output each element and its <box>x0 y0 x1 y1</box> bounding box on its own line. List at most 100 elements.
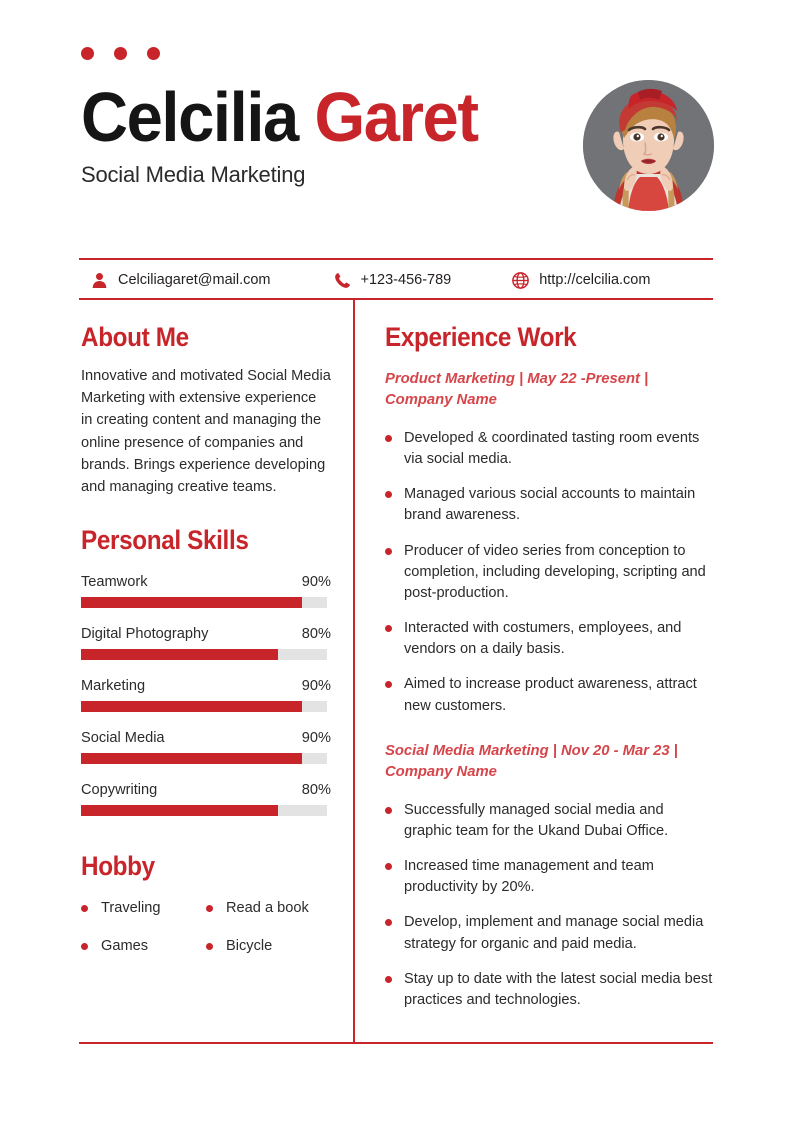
experience-meta: Social Media Marketing | Nov 20 - Mar 23… <box>385 742 678 780</box>
last-name: Garet <box>314 78 479 156</box>
skill-value: 90% <box>301 730 331 747</box>
contact-website-text: http://celcilia.com <box>539 272 651 288</box>
skill-value: 90% <box>301 678 331 695</box>
column-divider <box>353 300 355 1042</box>
list-item: Bicycle <box>206 938 331 954</box>
skill-track <box>81 649 327 661</box>
skill-fill <box>81 805 278 817</box>
list-item: Games <box>81 938 206 954</box>
bullet-icon <box>385 625 392 633</box>
skill-value: 90% <box>301 574 331 591</box>
skill-row: Copywriting 80% <box>81 782 331 817</box>
decorative-dots <box>81 47 160 60</box>
list-item: Developed & coordinated tasting room eve… <box>385 428 713 470</box>
skill-track <box>81 701 327 713</box>
experience-points: Developed & coordinated tasting room eve… <box>385 428 713 717</box>
hobby-label: Read a book <box>226 900 309 917</box>
bullet-icon <box>81 942 88 950</box>
hobby-label: Games <box>101 938 149 955</box>
skill-fill <box>81 701 303 713</box>
point-text: Developed & coordinated tasting room eve… <box>404 430 700 468</box>
point-text: Stay up to date with the latest social m… <box>404 970 713 1008</box>
contact-phone-text: +123-456-789 <box>360 272 452 288</box>
bullet-icon <box>385 919 392 927</box>
left-column: About Me Innovative and motivated Social… <box>81 322 331 954</box>
skill-label: Copywriting <box>81 782 158 799</box>
bullet-icon <box>206 904 213 912</box>
dot-icon <box>114 47 127 60</box>
contact-bar: Celciliagaret@mail.com +123-456-789 <box>79 262 713 298</box>
phone-icon <box>333 271 352 290</box>
avatar <box>583 80 714 211</box>
bullet-icon <box>385 975 392 983</box>
experience-entry: Social Media Marketing | Nov 20 - Mar 23… <box>385 741 713 1011</box>
skill-track <box>81 753 327 765</box>
bullet-icon <box>81 904 88 912</box>
point-text: Interacted with costumers, employees, an… <box>404 620 682 658</box>
point-text: Develop, implement and manage social med… <box>404 914 704 952</box>
skill-row: Social Media 90% <box>81 730 331 765</box>
hobby-label: Bicycle <box>226 938 273 955</box>
bullet-icon <box>385 806 392 814</box>
skill-fill <box>81 597 303 609</box>
skill-track <box>81 805 327 817</box>
dot-icon <box>81 47 94 60</box>
point-text: Producer of video series from conception… <box>404 542 706 601</box>
skill-track <box>81 597 327 609</box>
experience-meta: Product Marketing | May 22 -Present | Co… <box>385 371 649 408</box>
list-item: Successfully managed social media and gr… <box>385 800 713 842</box>
point-text: Aimed to increase product awareness, att… <box>404 676 697 714</box>
skill-row: Digital Photography 80% <box>81 626 331 661</box>
skill-fill <box>81 649 278 661</box>
contact-website[interactable]: http://celcilia.com <box>511 271 650 290</box>
list-item: Read a book <box>206 900 331 916</box>
list-item: Producer of video series from conception… <box>385 541 713 604</box>
bullet-icon <box>206 942 213 950</box>
list-item: Develop, implement and manage social med… <box>385 912 713 954</box>
contact-rule-top <box>79 258 713 260</box>
skills-section: Personal Skills Teamwork 90% Digital Pho… <box>81 525 331 817</box>
experience-entry: Product Marketing | May 22 -Present | Co… <box>385 369 713 717</box>
list-item: Aimed to increase product awareness, att… <box>385 674 713 716</box>
header: Celcilia Garet Social Media Marketing <box>81 82 713 222</box>
skill-value: 80% <box>301 782 331 799</box>
skill-label: Marketing <box>81 678 146 695</box>
bullet-icon <box>385 681 392 689</box>
job-role: Social Media Marketing <box>81 162 306 187</box>
page-title: Celcilia Garet <box>81 82 669 152</box>
point-text: Successfully managed social media and gr… <box>404 801 669 839</box>
bullet-icon <box>385 435 392 442</box>
list-item: Stay up to date with the latest social m… <box>385 969 713 1011</box>
list-item: Increased time management and team produ… <box>385 856 713 898</box>
about-title: About Me <box>81 322 189 352</box>
skills-title: Personal Skills <box>81 525 249 556</box>
skill-label: Digital Photography <box>81 626 209 643</box>
contact-phone[interactable]: +123-456-789 <box>333 271 452 290</box>
contact-email[interactable]: Celciliagaret@mail.com <box>90 271 271 290</box>
dot-icon <box>147 47 160 60</box>
right-column: Experience Work Product Marketing | May … <box>385 322 713 1025</box>
skill-fill <box>81 753 303 765</box>
point-text: Managed various social accounts to maint… <box>404 486 696 524</box>
list-item: Interacted with costumers, employees, an… <box>385 618 713 660</box>
bullet-icon <box>385 863 392 871</box>
hobby-list: Traveling Read a book Games Bicycle <box>81 900 331 954</box>
about-text: Innovative and motivated Social Media Ma… <box>81 368 331 495</box>
hobby-title: Hobby <box>81 851 155 882</box>
footer-rule <box>79 1042 713 1044</box>
contact-rule-bottom <box>79 298 713 300</box>
bullet-icon <box>385 547 392 555</box>
list-item: Managed various social accounts to maint… <box>385 484 713 526</box>
hobby-section: Hobby Traveling Read a book Games Bicycl… <box>81 851 331 954</box>
globe-icon <box>511 271 530 290</box>
hobby-label: Traveling <box>101 900 161 917</box>
skill-row: Teamwork 90% <box>81 574 331 609</box>
bullet-icon <box>385 491 392 499</box>
user-icon <box>90 271 109 290</box>
list-item: Traveling <box>81 900 206 916</box>
skill-label: Teamwork <box>81 574 148 591</box>
first-name: Celcilia <box>81 78 299 156</box>
contact-email-text: Celciliagaret@mail.com <box>118 272 271 288</box>
point-text: Increased time management and team produ… <box>404 858 654 896</box>
